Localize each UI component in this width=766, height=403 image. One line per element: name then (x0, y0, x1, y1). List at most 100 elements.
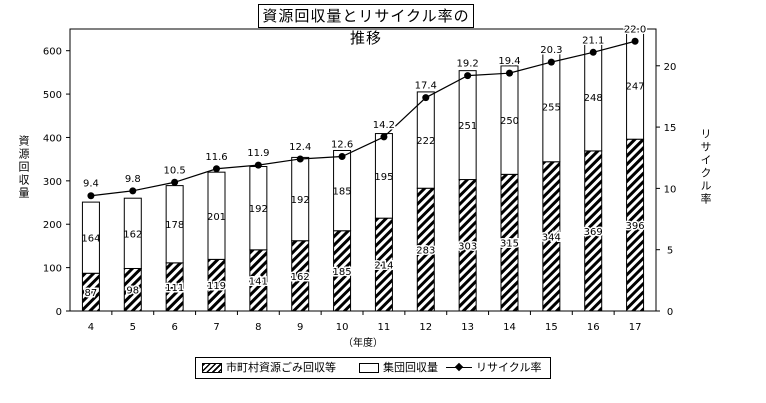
data-label-hatch: 185 (333, 267, 352, 278)
data-label-plain: 250 (500, 116, 519, 127)
rate-label: 19.4 (498, 56, 520, 67)
rate-label: 9.8 (125, 174, 141, 185)
x-tick-label: 10 (336, 322, 349, 333)
x-tick-label: 17 (629, 322, 642, 333)
data-label-hatch: 283 (416, 246, 435, 257)
data-label-plain: 162 (123, 229, 142, 240)
rate-point (631, 37, 639, 45)
x-tick-label: 7 (213, 322, 219, 333)
x-tick-label: 15 (545, 322, 558, 333)
legend-item-hatch: 市町村資源ごみ回収等 (202, 361, 336, 375)
rate-point (547, 58, 555, 66)
data-label-plain: 251 (458, 121, 477, 132)
data-label-hatch: 87 (85, 288, 98, 299)
x-tick-label: 12 (419, 322, 432, 333)
bar-plain (333, 149, 352, 232)
data-label-hatch: 111 (165, 283, 184, 294)
y2-tick-label: 10 (664, 184, 677, 195)
x-tick-label: 5 (130, 322, 136, 333)
rate-label: 12.6 (331, 140, 353, 151)
y2-tick-label: 20 (664, 62, 677, 73)
rate-point (338, 153, 346, 161)
y2-axis-label: リサイクル率 (699, 128, 712, 206)
data-label-plain: 255 (542, 102, 561, 113)
data-label-hatch: 344 (542, 232, 561, 243)
rate-point (506, 69, 513, 77)
y-tick-label: 200 (43, 220, 62, 231)
rate-label: 14.2 (373, 120, 395, 131)
y2-tick-label: 0 (667, 307, 673, 318)
data-label-hatch: 141 (249, 276, 268, 287)
rate-label: 9.4 (83, 179, 99, 190)
y-tick-label: 400 (43, 133, 62, 144)
rate-label: 21.1 (582, 35, 604, 46)
rate-point (254, 161, 262, 169)
rate-line (90, 40, 636, 197)
legend-item-plain: 集団回収量 (359, 361, 438, 375)
rate-point (213, 165, 220, 173)
data-label-plain: 192 (291, 195, 310, 206)
y-tick-label: 0 (56, 307, 62, 318)
rate-point (380, 133, 388, 141)
x-tick-label: 9 (297, 322, 303, 333)
bar-plain (500, 65, 519, 175)
legend: 市町村資源ごみ回収等 集団回収量 リサイクル率 (195, 357, 551, 379)
rate-label: 17.4 (415, 81, 437, 92)
y-tick-label: 100 (43, 264, 62, 275)
y-tick-label: 600 (43, 47, 62, 58)
rate-point (129, 187, 137, 195)
data-label-hatch: 119 (207, 281, 226, 292)
rate-point (87, 192, 95, 200)
data-label-hatch: 369 (584, 227, 603, 238)
legend-label-group: 集団回収量 (383, 361, 438, 374)
x-tick-label: 11 (378, 322, 391, 333)
x-tick-label: 8 (255, 322, 261, 333)
legend-swatch-plain (359, 363, 379, 373)
rate-point (464, 72, 472, 80)
data-label-plain: 248 (584, 93, 603, 104)
data-label-hatch: 98 (126, 286, 139, 297)
rate-label: 10.5 (164, 165, 186, 176)
data-label-plain: 222 (416, 136, 435, 147)
y-axis-label: 資源回収量 (17, 135, 30, 200)
rate-point (171, 178, 179, 186)
rate-label: 19.2 (457, 59, 479, 70)
x-tick-label: 6 (171, 322, 177, 333)
rate-label: 22.0 (624, 24, 646, 35)
x-tick-label: 14 (503, 322, 516, 333)
rate-point (589, 48, 597, 56)
bar-plain (123, 197, 142, 269)
y2-tick-label: 5 (667, 246, 673, 257)
data-label-plain: 164 (81, 234, 100, 245)
data-label-hatch: 315 (500, 239, 519, 250)
bar-plain (626, 31, 645, 140)
data-label-plain: 195 (374, 172, 393, 183)
legend-item-line: リサイクル率 (446, 361, 541, 375)
bar-plain (81, 201, 100, 274)
rate-label: 11.6 (205, 152, 227, 163)
legend-label-municipal: 市町村資源ごみ回収等 (226, 361, 336, 374)
rate-point (296, 155, 304, 163)
chart-title: 資源回収量とリサイクル率の推移 (258, 4, 474, 47)
x-tick-label: 4 (88, 322, 94, 333)
legend-label-rate: リサイクル率 (476, 361, 542, 374)
data-label-plain: 185 (333, 187, 352, 198)
data-label-plain: 201 (207, 212, 226, 223)
legend-swatch-hatch (202, 363, 222, 373)
bar-plain (584, 42, 603, 152)
data-label-hatch: 303 (458, 241, 477, 252)
legend-swatch-line (446, 361, 472, 375)
y-tick-label: 500 (43, 90, 62, 101)
rate-label: 12.4 (289, 142, 311, 153)
x-tick-label: 16 (587, 322, 600, 333)
plot-area (69, 28, 657, 312)
y2-tick-label: 15 (664, 123, 677, 134)
bar-plain (458, 70, 477, 181)
data-label-plain: 178 (165, 220, 184, 231)
x-tick-label: 13 (461, 322, 474, 333)
rate-point (422, 94, 430, 102)
bar-plain (542, 50, 561, 163)
data-label-plain: 192 (249, 204, 268, 215)
x-axis-label: （年度） (343, 336, 383, 349)
